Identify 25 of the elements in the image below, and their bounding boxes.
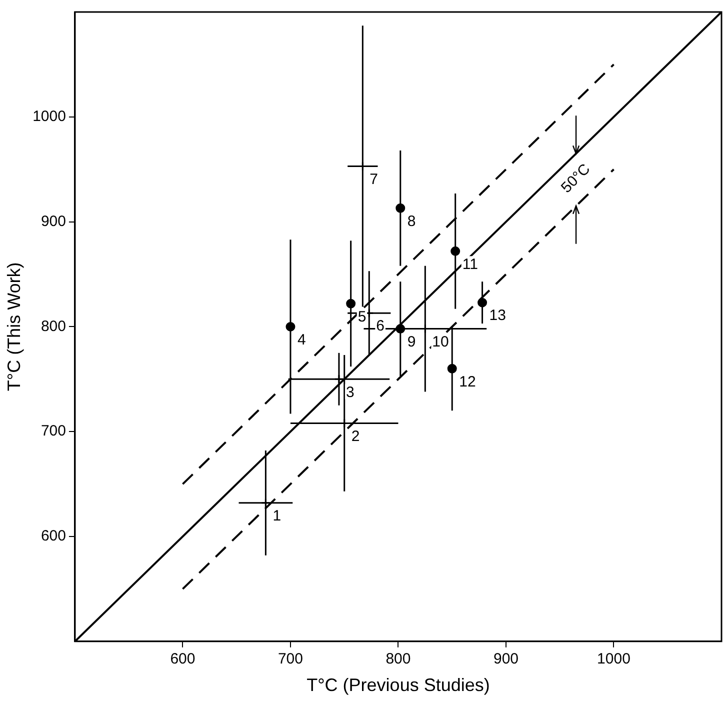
- annotation: 6: [376, 318, 384, 335]
- annotation: 8: [407, 212, 416, 230]
- annotation: 5: [358, 308, 366, 326]
- y-tick-label: 700: [40, 422, 66, 440]
- y-tick-label: 1000: [32, 108, 66, 126]
- y-tick-label: 800: [40, 318, 66, 335]
- x-tick-label: 1000: [597, 650, 630, 668]
- y-tick-label: 900: [40, 212, 66, 230]
- x-axis-title: T°C (Previous Studies): [306, 675, 490, 696]
- annotation: 9: [407, 333, 416, 350]
- annotation: 13: [489, 307, 506, 324]
- x-tick-label: 800: [386, 650, 411, 668]
- y-axis-title: T°C (This Work): [4, 262, 24, 392]
- y-tick-label: 600: [40, 528, 66, 545]
- annotation: 7: [370, 170, 378, 188]
- annotation: 3: [346, 384, 354, 401]
- x-tick-label: 700: [278, 650, 303, 668]
- annotation: 2: [351, 428, 360, 445]
- annotation: 11: [462, 256, 478, 273]
- annotation: 1: [272, 508, 282, 525]
- x-tick-label: 600: [170, 650, 196, 668]
- x-tick-label: 900: [493, 650, 519, 668]
- annotation: 10: [432, 333, 449, 350]
- annotation: 4: [297, 331, 306, 348]
- annotation: 12: [459, 373, 476, 390]
